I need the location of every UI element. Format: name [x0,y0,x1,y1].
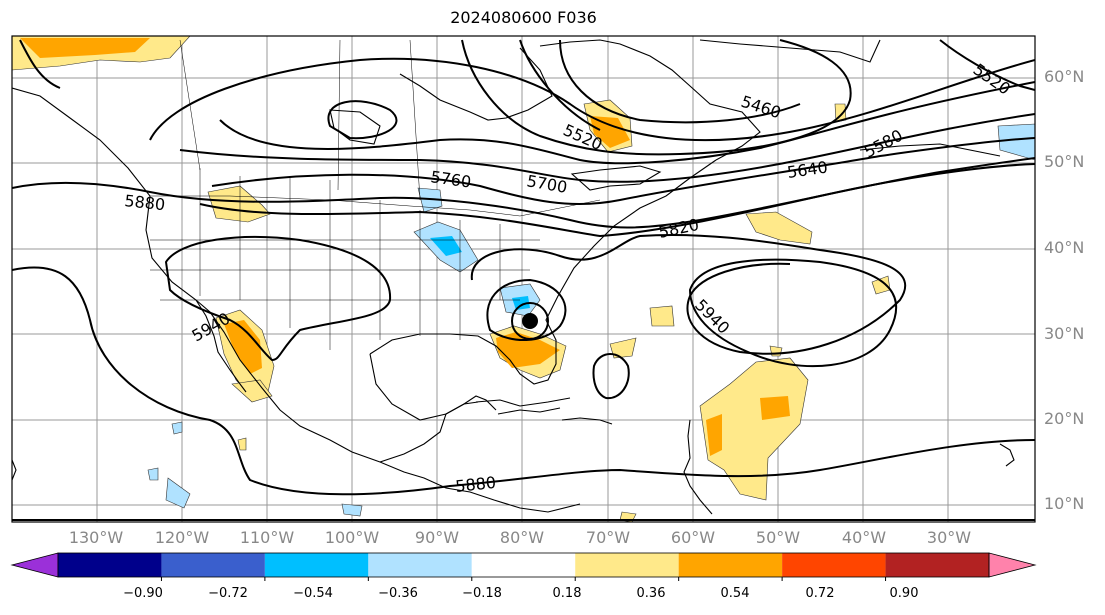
lat-label: 10°N [1044,494,1085,513]
lon-label: 90°W [414,528,460,547]
colorbar-segment [58,553,162,577]
colorbar-tick-label: −0.54 [293,586,333,601]
lat-label: 30°N [1044,324,1085,343]
lon-label: 50°W [755,528,801,547]
colorbar-extend-low [10,552,59,578]
lon-label: 70°W [585,528,631,547]
lon-label: 60°W [670,528,716,547]
colorbar-segment [678,553,783,577]
lon-label: 120°W [154,528,210,547]
political-boundaries [150,39,601,350]
colorbar-tick-label: −0.90 [123,586,163,601]
colorbar-tick-label: 0.36 [636,586,666,601]
colorbar-extend-high [988,552,1037,578]
lon-label: 110°W [239,528,295,547]
cyclone-marker [511,302,549,340]
coastlines [12,39,1015,515]
colorbar-tick-label: −0.72 [208,586,248,601]
lon-label: 40°W [841,528,887,547]
lon-label: 80°W [499,528,545,547]
colorbar-tick-label: 0.18 [552,586,582,601]
shaded-anomalies [12,36,1035,522]
colorbar-segment [575,553,679,577]
map-border [11,35,1036,523]
lat-label: 50°N [1044,152,1085,171]
colorbar-segment [161,553,265,577]
lon-label: 130°W [68,528,124,547]
lat-label: 20°N [1044,409,1085,428]
lat-label: 60°N [1044,67,1085,86]
contour-label: 5880 [124,191,166,214]
colorbar-tick-label: 0.90 [889,586,919,601]
lon-label: 30°W [926,528,972,547]
lon-label: 100°W [324,528,380,547]
colorbar-frame [57,552,990,578]
colorbar-segment [368,553,472,577]
colorbar-tick-label: −0.18 [462,586,502,601]
contour-label: 5880 [454,473,496,496]
colorbar-tick-label: 0.54 [720,586,750,601]
colorbar-segment [782,553,886,577]
colorbar [10,552,1037,581]
colorbar-segment [264,553,369,577]
height-contours [12,39,1035,521]
colorbar-segment [885,553,989,577]
lat-label: 40°N [1044,238,1085,257]
map-title: 2024080600 F036 [450,8,597,27]
colorbar-tick-label: −0.36 [378,586,418,601]
colorbar-tick-label: 0.72 [805,586,835,601]
colorbar-segment [471,553,576,577]
